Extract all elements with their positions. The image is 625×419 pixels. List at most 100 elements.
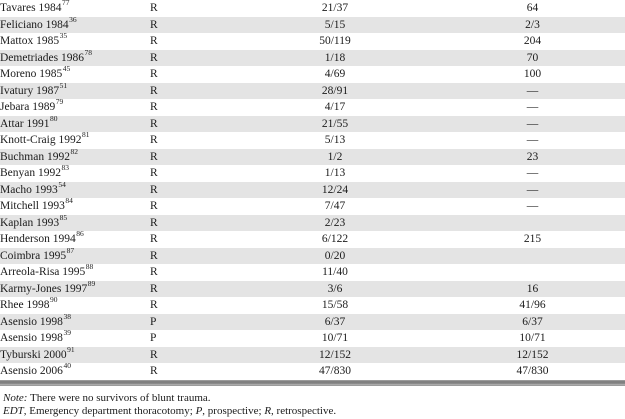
study-design-cell: R xyxy=(150,299,158,311)
study-cell: Karmy-Jones 199789 xyxy=(0,280,150,297)
table-row: Asensio 199839 P 10/71 10/71 xyxy=(0,330,625,347)
reference-superscript: 40 xyxy=(63,363,71,371)
study-cell: Benyan 199283 xyxy=(0,165,150,182)
abbrev-text: , retrospective. xyxy=(271,405,337,417)
table-row: Benyan 199283 R 1/13 — xyxy=(0,165,625,182)
table-bottom-rule xyxy=(0,379,625,386)
overall-value-cell xyxy=(440,247,625,264)
overall-value-cell: 23 xyxy=(440,148,625,165)
study-name: Kaplan 1993 xyxy=(0,216,60,229)
reference-superscript: 51 xyxy=(59,82,68,90)
study-cell: Asensio 199839 xyxy=(0,330,150,347)
study-name: Moreno 1985 xyxy=(0,68,63,80)
table-row: Ivatury 198751 R 28/91 — xyxy=(0,82,625,99)
table-row: Tyburski 200091 R 12/152 12/152 xyxy=(0,346,625,363)
study-name: Feliciano 1984 xyxy=(0,18,69,31)
abbrev-term: P xyxy=(195,405,203,417)
survived-total-cell: 1/13 xyxy=(324,167,346,179)
abbreviations-line: EDT, Emergency department thoracotomy; P… xyxy=(3,405,625,419)
reference-superscript: 83 xyxy=(61,165,70,173)
study-name: Demetriades 1986 xyxy=(0,51,84,64)
study-design-cell: R xyxy=(150,280,230,297)
overall-value-cell: — xyxy=(526,200,539,212)
overall-value-cell: 64 xyxy=(526,2,539,14)
study-design-cell: R xyxy=(150,101,158,113)
reference-superscript: 84 xyxy=(65,198,73,206)
survived-total-cell: 0/20 xyxy=(230,247,440,264)
reference-superscript: 79 xyxy=(55,99,64,107)
table-row: Moreno 198545 R 4/69 100 xyxy=(0,66,625,83)
study-name: Mattox 1985 xyxy=(0,35,60,47)
survived-total-cell: 5/13 xyxy=(324,134,346,146)
study-design-cell: R xyxy=(150,214,230,231)
overall-value-cell: — xyxy=(526,134,539,146)
table-row: Tavares 198477 R 21/37 64 xyxy=(0,0,625,17)
survived-total-cell: 12/24 xyxy=(230,181,440,198)
overall-value-cell: — xyxy=(440,115,625,132)
study-name: Mitchell 1993 xyxy=(0,200,65,212)
overall-value-cell: — xyxy=(440,82,625,99)
reference-superscript: 39 xyxy=(63,330,71,338)
study-name: Henderson 1994 xyxy=(0,233,76,245)
survived-total-cell: 47/830 xyxy=(319,365,351,377)
survived-total-cell: 6/37 xyxy=(230,313,440,330)
overall-value-cell: 215 xyxy=(523,233,542,245)
survived-total-cell: 2/23 xyxy=(230,214,440,231)
note-line: Note: There were no survivors of blunt t… xyxy=(3,392,625,406)
table-row: Macho 199354 R 12/24 — xyxy=(0,181,625,198)
survived-total-cell: 15/58 xyxy=(321,299,349,311)
overall-value-cell: 41/96 xyxy=(519,299,546,311)
reference-superscript: 85 xyxy=(59,214,68,222)
survived-total-cell: 1/18 xyxy=(230,49,440,66)
reference-superscript: 36 xyxy=(69,16,77,24)
study-cell: Coimbra 199587 xyxy=(0,247,150,264)
survived-total-cell: 12/152 xyxy=(230,346,440,363)
abbrev-text: , Emergency department thoracotomy; xyxy=(23,405,196,417)
abbrev-term: EDT xyxy=(3,405,24,417)
study-cell: Asensio 199838 xyxy=(0,313,150,330)
survived-total-cell: 4/69 xyxy=(324,68,346,80)
overall-value-cell: — xyxy=(526,101,539,113)
study-design-cell: R xyxy=(150,49,230,66)
study-design-cell: R xyxy=(150,346,230,363)
study-design-cell: P xyxy=(150,332,157,344)
survived-total-cell: 7/47 xyxy=(324,200,346,212)
table-row: Coimbra 199587 R 0/20 xyxy=(0,247,625,264)
overall-value-cell xyxy=(440,214,625,231)
reference-superscript: 90 xyxy=(50,297,58,305)
table-row: Jebara 198979 R 4/17 — xyxy=(0,99,625,116)
study-name: Knott-Craig 1992 xyxy=(0,134,82,146)
study-cell: Kaplan 199385 xyxy=(0,214,150,231)
reference-superscript: 86 xyxy=(76,231,84,239)
study-name: Arreola-Risa 1995 xyxy=(0,266,86,278)
study-cell: Tavares 198477 xyxy=(0,0,150,17)
survived-total-cell: 28/91 xyxy=(230,82,440,99)
study-design-cell: R xyxy=(150,115,230,132)
study-design-cell: R xyxy=(150,68,158,80)
table-row: Attar 199180 R 21/55 — xyxy=(0,115,625,132)
study-name: Macho 1993 xyxy=(0,183,58,196)
table-row: Asensio 199838 P 6/37 6/37 xyxy=(0,313,625,330)
survived-total-cell: 6/122 xyxy=(321,233,349,245)
reference-superscript: 81 xyxy=(81,132,90,140)
reference-superscript: 80 xyxy=(50,115,58,123)
survived-total-cell: 21/37 xyxy=(321,2,349,14)
overall-value-cell: 2/3 xyxy=(440,16,625,33)
reference-superscript: 82 xyxy=(70,148,78,156)
study-design-cell: R xyxy=(150,247,230,264)
reference-superscript: 77 xyxy=(61,0,70,8)
study-name: Karmy-Jones 1997 xyxy=(0,282,88,295)
table-row: Asensio 200640 R 47/830 47/830 xyxy=(0,363,625,380)
study-design-cell: R xyxy=(150,365,158,377)
study-design-cell: R xyxy=(150,82,230,99)
reference-superscript: 88 xyxy=(85,264,94,272)
overall-value-cell: 100 xyxy=(523,68,542,80)
overall-value-cell: — xyxy=(440,181,625,198)
study-name: Tavares 1984 xyxy=(0,2,62,14)
overall-value-cell xyxy=(440,264,625,281)
study-design-cell: R xyxy=(150,233,158,245)
reference-superscript: 35 xyxy=(59,33,68,41)
study-cell: Tyburski 200091 xyxy=(0,346,150,363)
survived-total-cell: 11/40 xyxy=(322,266,348,278)
